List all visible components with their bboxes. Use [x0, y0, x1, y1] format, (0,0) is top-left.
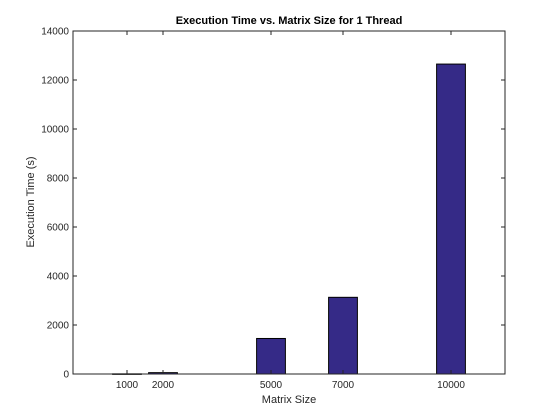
y-axis-label: Execution Time (s)	[25, 156, 37, 247]
x-axis-ticks: 1000 2000 5000 7000 10000	[116, 31, 465, 391]
bar-10000	[436, 63, 466, 375]
x-tick-label: 10000	[437, 380, 465, 391]
y-tick-label: 8000	[47, 174, 70, 185]
y-axis-ticks: 0 2000 4000 6000 8000 10000 12000 14000	[41, 27, 505, 381]
x-axis-label: Matrix Size	[262, 394, 316, 406]
y-tick-label: 10000	[41, 125, 69, 136]
bar-7000	[328, 296, 358, 375]
x-tick-label: 5000	[260, 380, 283, 391]
y-tick-label: 6000	[47, 223, 70, 234]
plot-frame	[72, 30, 506, 375]
y-tick-label: 12000	[41, 76, 69, 87]
bar-5000	[256, 337, 286, 375]
chart-title: Execution Time vs. Matrix Size for 1 Thr…	[176, 15, 403, 27]
x-tick-label: 1000	[116, 380, 139, 391]
y-tick-label: 0	[63, 370, 69, 381]
x-tick-label: 2000	[152, 380, 175, 391]
y-tick-label: 2000	[47, 321, 70, 332]
y-tick-label: 14000	[41, 27, 69, 38]
y-tick-label: 4000	[47, 272, 70, 283]
x-tick-label: 7000	[332, 380, 355, 391]
bars-group	[112, 63, 466, 375]
